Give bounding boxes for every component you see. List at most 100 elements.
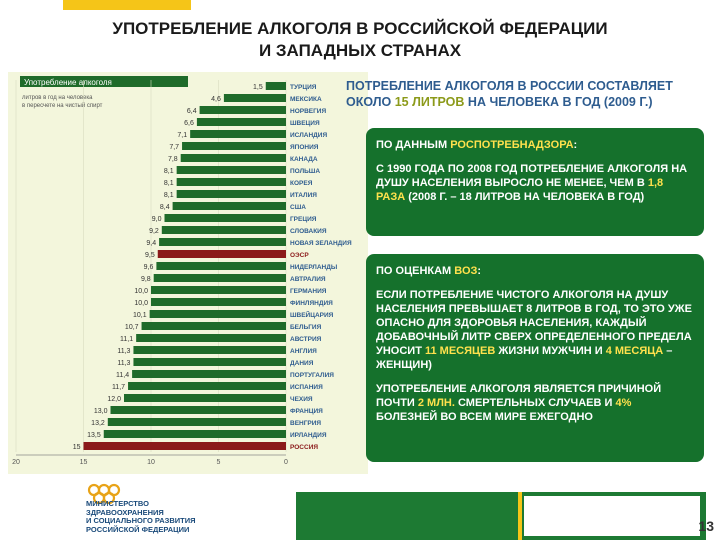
bar xyxy=(107,418,286,426)
bar-value-label: 10,7 xyxy=(125,324,139,331)
panel-header-highlight: 15 ЛИТРОВ xyxy=(394,95,465,109)
bar xyxy=(190,130,286,138)
category-label: НИДЕРЛАНДЫ xyxy=(290,264,337,271)
ministry-logo-icon xyxy=(87,483,121,505)
bar xyxy=(223,94,286,102)
box2-text2-highlight2: 4% xyxy=(615,397,632,409)
category-label: СЛОВАКИЯ xyxy=(290,228,327,235)
bar xyxy=(110,406,286,414)
chart-title-box xyxy=(20,76,188,87)
bar xyxy=(176,190,286,198)
bar xyxy=(149,310,286,318)
slide-title-line1: УПОТРЕБЛЕНИЕ АЛКОГОЛЯ В РОССИЙСКОЙ ФЕДЕР… xyxy=(112,19,608,38)
bar xyxy=(124,394,286,402)
footer-accent-line xyxy=(518,492,522,540)
box1-text: С 1990 ГОДА ПО 2008 ГОД ПОТРЕБЛЕНИЕ АЛКО… xyxy=(376,162,694,204)
bar-value-label: 8,4 xyxy=(160,204,170,211)
box1-heading-prefix: ПО ДАННЫМ xyxy=(376,139,451,151)
chart-title: Употребление алкоголя xyxy=(24,78,112,87)
bar-value-label: 11,7 xyxy=(112,384,125,391)
box1-text-highlight: 1,8 РАЗА xyxy=(376,177,664,203)
bar xyxy=(196,118,286,126)
category-label: ИРЛАНДИЯ xyxy=(290,432,327,439)
bar-value-label: 7,8 xyxy=(168,156,178,163)
category-label: ШВЕЦИЯ xyxy=(290,120,320,127)
slide-title-line2: И ЗАПАДНЫХ СТРАНАХ xyxy=(258,41,462,60)
bar xyxy=(157,250,286,258)
bar-value-label: 10,1 xyxy=(133,312,147,319)
bar-value-label: 8,1 xyxy=(164,180,174,187)
category-label: ШВЕЙЦАРИЯ xyxy=(290,310,334,319)
bar-value-label: 8,1 xyxy=(164,168,174,175)
category-label: РОССИЯ xyxy=(290,444,318,451)
bar xyxy=(132,370,286,378)
x-tick-label: 15 xyxy=(80,459,88,466)
bar xyxy=(103,430,286,438)
box2-text-highlight2: 4 МЕСЯЦА xyxy=(605,345,664,357)
bar xyxy=(172,202,286,210)
category-label: НОВАЯ ЗЕЛАНДИЯ xyxy=(290,240,352,247)
rospotrebnadzor-box: ПО ДАННЫМ РОСПОТРЕБНАДЗОРА: С 1990 ГОДА … xyxy=(366,128,704,236)
bar-value-label: 4,6 xyxy=(211,96,221,103)
bar-value-label: 7,1 xyxy=(177,132,187,139)
bar-value-label: 11,1 xyxy=(120,336,133,343)
bar-value-label: 7,7 xyxy=(169,144,179,151)
bar-value-label: 13,2 xyxy=(91,420,105,427)
bar-chart-svg: Употребление алкоголя литров в год на чел… xyxy=(12,76,352,466)
bar-value-label: 9,0 xyxy=(152,216,162,223)
footer-bar-inner xyxy=(524,496,700,536)
panel-header-part2: НА ЧЕЛОВЕКА В ГОД (2009 Г.) xyxy=(464,95,653,109)
bar-value-label: 1,5 xyxy=(253,84,263,91)
bar xyxy=(133,346,286,354)
who-box: ПО ОЦЕНКАМ ВОЗ: ЕСЛИ ПОТРЕБЛЕНИЕ ЧИСТОГО… xyxy=(366,254,704,462)
category-label: АВСТРИЯ xyxy=(290,336,322,343)
category-label: МЕКСИКА xyxy=(290,96,322,103)
box1-heading: ПО ДАННЫМ РОСПОТРЕБНАДЗОРА: xyxy=(376,138,694,152)
category-label: КОРЕЯ xyxy=(290,180,313,187)
chart-subtitle-line2: в пересчете на чистый спирт xyxy=(22,102,103,109)
category-label: ГЕРМАНИЯ xyxy=(290,288,327,295)
logo-line2: ЗДРАВООХРАНЕНИЯ xyxy=(86,507,164,517)
bar-value-label: 8,1 xyxy=(164,192,174,199)
bar-value-label: 9,8 xyxy=(141,276,151,283)
category-label: США xyxy=(290,204,306,211)
bar xyxy=(164,214,286,222)
bar xyxy=(182,142,286,150)
category-label: ДАНИЯ xyxy=(290,360,314,367)
bar xyxy=(156,262,286,270)
bar-value-label: 13,0 xyxy=(94,408,108,415)
bar xyxy=(176,178,286,186)
bar-value-label: 10,0 xyxy=(134,300,148,307)
panel-header: ПОТРЕБЛЕНИЕ АЛКОГОЛЯ В РОССИИ СОСТАВЛЯЕТ… xyxy=(346,78,706,110)
box2-text-part2: ЖИЗНИ МУЖЧИН И xyxy=(495,345,606,357)
bar-value-label: 11,3 xyxy=(117,348,130,355)
category-label: АНГЛИЯ xyxy=(290,348,317,355)
logo-line1: МИНИСТЕРСТВО xyxy=(86,499,149,508)
bar xyxy=(141,322,286,330)
box1-text-part1: С 1990 ГОДА ПО 2008 ГОД ПОТРЕБЛЕНИЕ АЛКО… xyxy=(376,163,688,189)
category-label: ОЭСР xyxy=(290,252,309,259)
bar-value-label: 6,6 xyxy=(184,120,194,127)
category-label: ФРАНЦИЯ xyxy=(290,408,323,415)
category-label: НОРВЕГИЯ xyxy=(290,108,326,115)
box2-text-part1: ЕСЛИ ПОТРЕБЛЕНИЕ ЧИСТОГО АЛКОГОЛЯ НА ДУШ… xyxy=(376,289,692,357)
category-label: АВТРАЛИЯ xyxy=(290,276,326,283)
box1-text-part2: (2008 Г. – 18 ЛИТРОВ НА ЧЕЛОВЕКА В ГОД) xyxy=(405,191,645,203)
bar xyxy=(151,298,286,306)
top-accent-bar xyxy=(63,0,191,10)
category-label: КАНАДА xyxy=(290,156,318,163)
category-label: ИТАЛИЯ xyxy=(290,192,317,199)
category-label: ЯПОНИЯ xyxy=(290,144,319,151)
box2-heading: ПО ОЦЕНКАМ ВОЗ: xyxy=(376,264,694,278)
bar xyxy=(153,274,286,282)
bar-value-label: 13,5 xyxy=(87,432,101,439)
category-label: ПОЛЬША xyxy=(290,168,320,175)
bar-value-label: 10,0 xyxy=(134,288,148,295)
box1-heading-highlight: РОСПОТРЕБНАДЗОРА xyxy=(450,139,574,151)
bar xyxy=(159,238,286,246)
category-label: ЧЕХИЯ xyxy=(290,396,313,403)
category-label: ГРЕЦИЯ xyxy=(290,216,317,223)
category-label: ПОРТУГАЛИЯ xyxy=(290,372,334,379)
box2-text2-highlight1: 2 МЛН. xyxy=(417,397,455,409)
category-label: ВЕНГРИЯ xyxy=(290,420,321,427)
